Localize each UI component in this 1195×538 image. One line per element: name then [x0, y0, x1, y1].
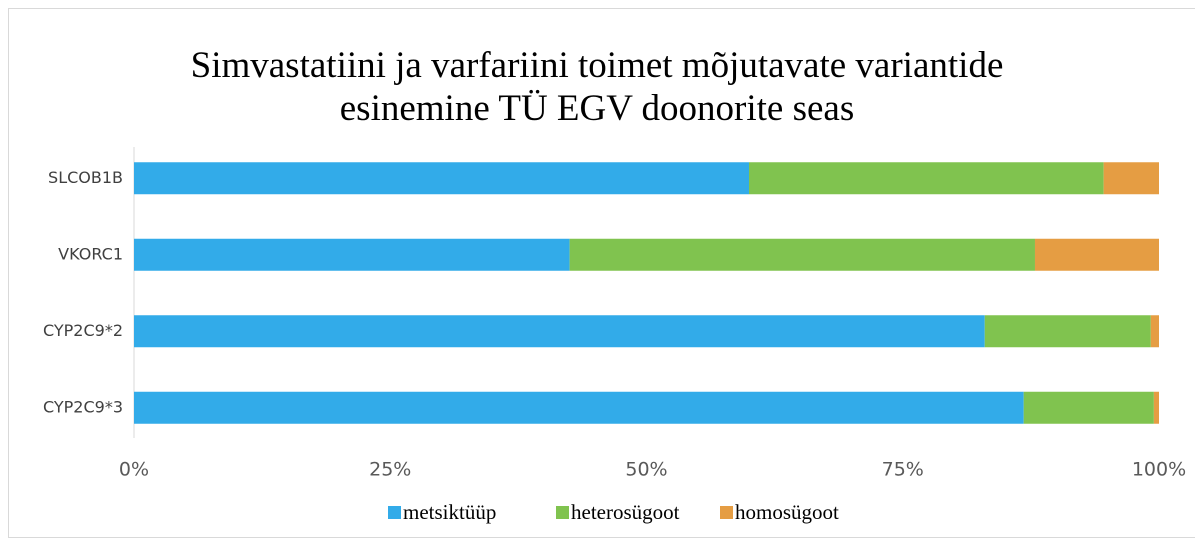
legend-swatch — [720, 506, 733, 519]
y-tick-label: VKORC1 — [58, 244, 123, 263]
chart: 0% 25% 50% 75% 100% SLCOB1B VKORC1 CYP2C9*2 CYP2… — [43, 147, 1186, 524]
chart-title: Simvastatiini ja varfariini toimet mõjut… — [190, 45, 1004, 129]
y-tick-label: CYP2C9*2 — [43, 321, 123, 340]
y-tick-label: CYP2C9*3 — [43, 397, 123, 416]
legend-label: metsiktüüp — [403, 500, 496, 524]
x-tick-label: 0% — [119, 459, 149, 481]
x-tick-label: 75% — [882, 459, 924, 481]
bar-segment — [134, 238, 570, 271]
bar-segment — [1103, 162, 1159, 195]
x-tick-label: 50% — [625, 459, 667, 481]
y-tick-label: SLCOB1B — [48, 168, 123, 187]
bar-segment — [1023, 391, 1154, 424]
bar-segment — [1153, 391, 1159, 424]
bar-segment — [569, 238, 1035, 271]
legend-label: homosügoot — [735, 500, 839, 524]
bar-segment — [1150, 315, 1159, 348]
bar-segment — [134, 391, 1024, 424]
bar-segment — [749, 162, 1104, 195]
bar-segment — [984, 315, 1151, 348]
x-tick-label: 100% — [1132, 459, 1186, 481]
bar-segment — [134, 162, 749, 195]
page: Simvastatiini ja varfariini toimet mõjut… — [8, 8, 1195, 538]
legend-swatch — [388, 506, 401, 519]
legend-label: heterosügoot — [571, 500, 680, 524]
x-tick-label: 25% — [369, 459, 411, 481]
bar-segment — [134, 315, 985, 348]
legend-swatch — [556, 506, 569, 519]
bar-segment — [1034, 238, 1159, 271]
